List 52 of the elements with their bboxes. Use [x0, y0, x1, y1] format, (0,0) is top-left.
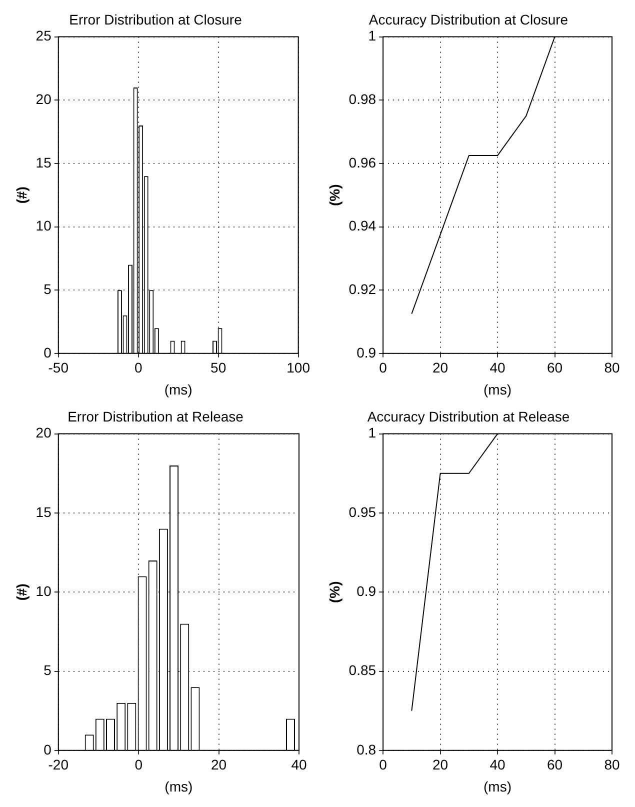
chart-title: Accuracy Distribution at Release [367, 408, 570, 424]
y-axis-title: (#) [13, 186, 30, 204]
y-tick-label: 15 [36, 154, 52, 170]
x-tick-label: 50 [210, 360, 226, 376]
y-axis-title: (%) [326, 581, 342, 603]
y-axis-title: (#) [13, 584, 30, 601]
x-tick-label: 80 [604, 360, 620, 376]
x-tick-label: 20 [432, 360, 448, 376]
x-tick-label: 20 [432, 756, 448, 773]
x-axis-title: (ms) [484, 381, 512, 398]
x-axis-title: (ms) [484, 778, 512, 794]
y-tick-label: 0.94 [348, 218, 376, 234]
chart-title: Error Distribution at Release [68, 408, 244, 424]
y-tick-label: 0.8 [356, 741, 376, 758]
y-tick-label: 20 [36, 90, 52, 107]
x-tick-label: -20 [48, 756, 69, 773]
y-tick-label: 0.9 [356, 582, 376, 599]
x-tick-label: 80 [604, 756, 620, 773]
x-tick-label: 0 [134, 360, 142, 376]
y-tick-label: 1 [368, 424, 376, 441]
y-tick-label: 5 [44, 662, 52, 678]
y-tick-label: 0 [44, 741, 52, 758]
x-axis-title: (ms) [164, 381, 192, 398]
x-tick-label: 0 [379, 360, 388, 376]
y-tick-label: 5 [44, 280, 52, 297]
x-tick-label: 60 [546, 756, 563, 773]
y-tick-label: 0.98 [348, 90, 376, 107]
y-tick-label: 10 [36, 582, 52, 599]
x-tick-label: 0 [134, 756, 143, 773]
x-tick-label: 20 [211, 756, 227, 773]
chart-title: Accuracy Distribution at Closure [368, 11, 568, 28]
y-tick-label: 0.9 [356, 344, 376, 360]
y-tick-label: 0.92 [348, 280, 376, 297]
y-tick-label: 0 [44, 344, 52, 360]
y-tick-label: 1 [368, 28, 376, 44]
x-tick-label: 40 [291, 756, 307, 773]
x-axis-title: (ms) [164, 778, 193, 794]
chart-title: Error Distribution at Closure [69, 11, 242, 28]
y-tick-label: 15 [36, 504, 52, 520]
y-tick-label: 10 [36, 218, 52, 234]
x-tick-label: 100 [286, 360, 310, 376]
y-tick-label: 0.95 [348, 504, 376, 520]
y-tick-label: 0.96 [348, 154, 376, 170]
y-tick-label: 25 [36, 28, 52, 44]
x-tick-label: 0 [379, 756, 388, 773]
x-tick-label: 40 [490, 756, 506, 773]
x-tick-label: 60 [546, 360, 563, 376]
y-axis-title: (%) [326, 184, 342, 206]
y-tick-label: 0.85 [348, 662, 376, 678]
y-tick-label: 20 [36, 424, 52, 441]
x-tick-label: -50 [48, 360, 69, 376]
x-tick-label: 40 [490, 360, 506, 376]
